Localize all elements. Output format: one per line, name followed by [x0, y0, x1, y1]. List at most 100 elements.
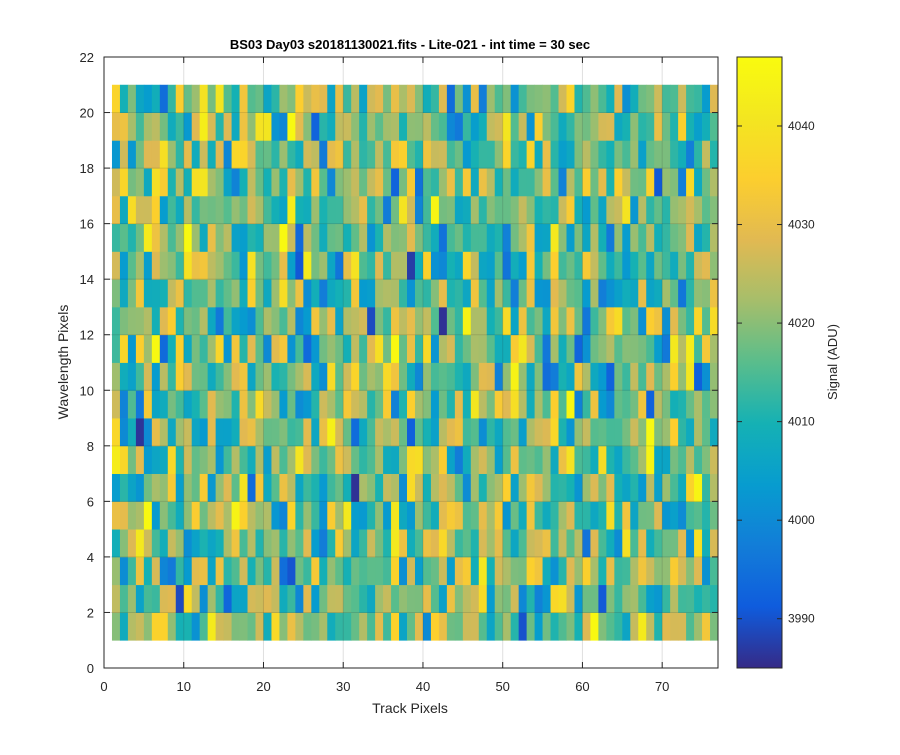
- heatmap-cell: [694, 251, 703, 280]
- heatmap-cell: [151, 473, 161, 502]
- heatmap-cell: [550, 418, 559, 447]
- heatmap-cell: [399, 418, 408, 447]
- heatmap-cell: [510, 168, 520, 197]
- heatmap-cell: [414, 334, 424, 363]
- heatmap-cell: [582, 251, 591, 280]
- heatmap-cell: [287, 473, 296, 502]
- heatmap-cell: [614, 140, 623, 169]
- heatmap-cell: [582, 584, 591, 613]
- y-tick-label: 8: [87, 439, 94, 454]
- heatmap-cell: [542, 334, 551, 363]
- heatmap-cell: [710, 501, 719, 530]
- heatmap-cell: [183, 279, 193, 308]
- heatmap-cell: [303, 306, 312, 336]
- heatmap-cell: [175, 112, 185, 141]
- heatmap-cell: [510, 612, 520, 641]
- heatmap-cell: [159, 473, 169, 502]
- heatmap-cell: [542, 584, 551, 613]
- heatmap-cell: [111, 445, 121, 474]
- heatmap-cell: [526, 306, 535, 336]
- heatmap-cell: [558, 195, 567, 225]
- heatmap-cell: [223, 529, 232, 558]
- heatmap-cell: [223, 195, 232, 225]
- heatmap-cell: [494, 168, 504, 197]
- heatmap-cell: [391, 168, 400, 197]
- heatmap-cell: [582, 223, 591, 252]
- heatmap-cell: [359, 529, 368, 558]
- heatmap-cell: [335, 168, 344, 197]
- heatmap-cell: [470, 501, 480, 530]
- heatmap-cell: [159, 84, 169, 113]
- heatmap-cell: [159, 584, 169, 613]
- heatmap-cell: [263, 251, 272, 280]
- heatmap-cell: [710, 279, 719, 308]
- heatmap-cell: [351, 334, 360, 363]
- heatmap-cell: [167, 418, 177, 447]
- heatmap-cell: [175, 390, 185, 419]
- heatmap-cell: [646, 556, 655, 586]
- heatmap-cell: [175, 306, 185, 336]
- heatmap-cell: [638, 529, 647, 558]
- heatmap-cell: [430, 251, 440, 280]
- heatmap-cell: [255, 334, 264, 363]
- heatmap-cell: [191, 140, 201, 169]
- heatmap-cell: [191, 195, 201, 225]
- heatmap-cell: [399, 501, 408, 530]
- heatmap-cell: [566, 168, 575, 197]
- heatmap-cell: [359, 251, 368, 280]
- heatmap-cell: [678, 279, 687, 308]
- heatmap-cell: [422, 501, 432, 530]
- heatmap-cell: [694, 556, 703, 586]
- heatmap-cell: [606, 390, 615, 419]
- heatmap-cell: [119, 84, 129, 113]
- heatmap-cell: [686, 584, 695, 613]
- heatmap-cell: [430, 223, 440, 252]
- heatmap-cell: [367, 251, 376, 280]
- heatmap-cell: [215, 473, 225, 502]
- heatmap-cell: [311, 112, 320, 141]
- heatmap-cell: [215, 223, 225, 252]
- heatmap-cell: [231, 612, 240, 641]
- heatmap-cell: [279, 584, 288, 613]
- heatmap-cell: [399, 556, 408, 586]
- heatmap-cell: [542, 223, 551, 252]
- heatmap-cell: [311, 306, 320, 336]
- heatmap-cell: [311, 445, 320, 474]
- heatmap-cell: [526, 84, 535, 113]
- heatmap-cell: [279, 612, 288, 641]
- heatmap-cell: [422, 168, 432, 197]
- heatmap-cell: [247, 279, 256, 308]
- heatmap-cell: [311, 279, 320, 308]
- heatmap-cell: [438, 223, 448, 252]
- heatmap-cell: [239, 306, 248, 336]
- y-tick-label: 12: [80, 328, 94, 343]
- heatmap-cell: [335, 529, 344, 558]
- heatmap-cell: [263, 390, 272, 419]
- heatmap-cell: [175, 556, 185, 586]
- heatmap-cell: [175, 445, 185, 474]
- heatmap-cell: [622, 390, 631, 419]
- heatmap-cell: [574, 362, 583, 391]
- heatmap-cell: [303, 418, 312, 447]
- heatmap-cell: [335, 473, 344, 502]
- heatmap-cell: [446, 529, 456, 558]
- heatmap-cell: [702, 306, 711, 336]
- heatmap-cell: [167, 334, 177, 363]
- heatmap-cell: [143, 445, 153, 474]
- heatmap-cell: [502, 334, 512, 363]
- heatmap-cell: [582, 140, 591, 169]
- heatmap-cell: [686, 195, 695, 225]
- heatmap-cell: [534, 140, 543, 169]
- heatmap-cell: [510, 251, 520, 280]
- heatmap-cell: [207, 334, 217, 363]
- heatmap-cell: [430, 84, 440, 113]
- heatmap-cell: [167, 223, 177, 252]
- heatmap-cell: [119, 556, 129, 586]
- heatmap-cell: [566, 390, 575, 419]
- heatmap-cell: [191, 529, 201, 558]
- heatmap-cell: [574, 418, 583, 447]
- heatmap-cell: [630, 584, 639, 613]
- heatmap-cell: [686, 306, 695, 336]
- heatmap-cell: [279, 112, 288, 141]
- heatmap-cell: [207, 418, 217, 447]
